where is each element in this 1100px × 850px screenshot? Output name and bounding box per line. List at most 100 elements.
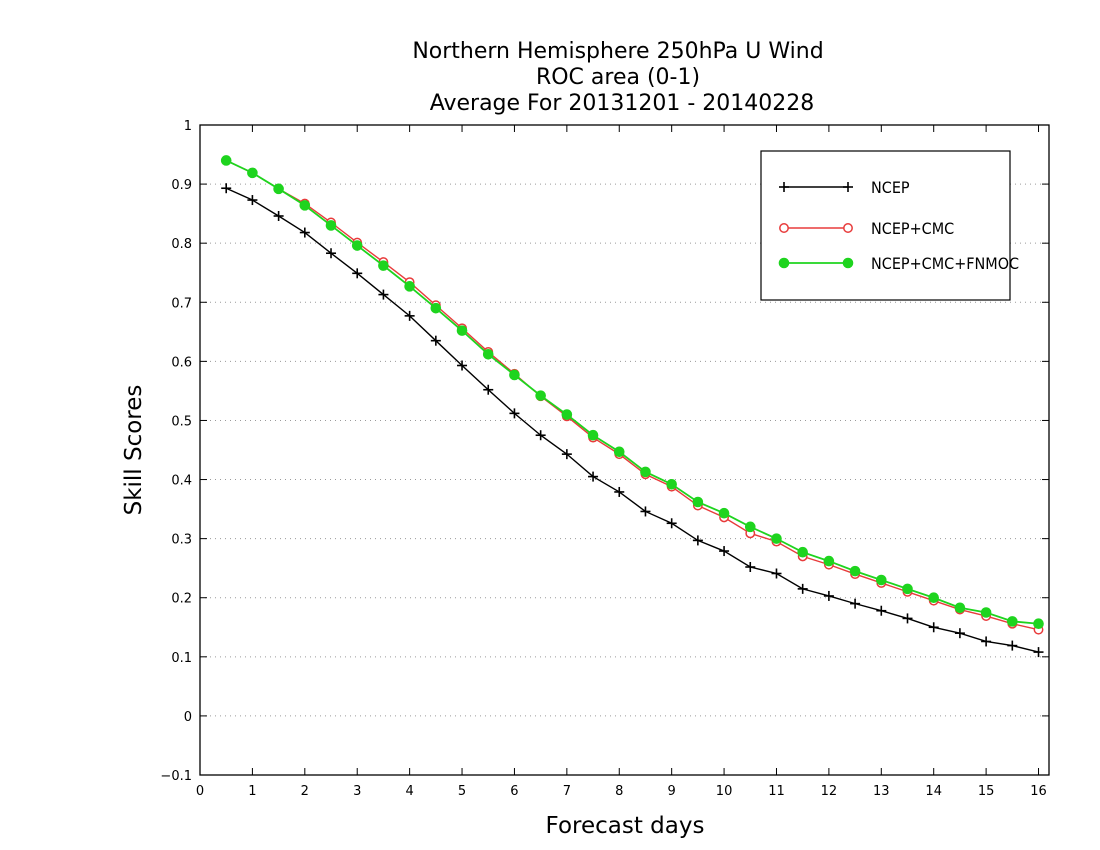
data-point xyxy=(640,466,651,478)
legend-marker xyxy=(843,182,853,192)
legend-marker xyxy=(778,257,790,269)
y-axis-label: Skill Scores xyxy=(121,385,147,516)
data-point xyxy=(509,408,520,419)
data-point xyxy=(482,348,494,360)
legend: NCEP NCEP+CMC NCEP+CMC+FNMOC xyxy=(760,150,1019,301)
data-point xyxy=(719,546,730,557)
data-point xyxy=(247,195,258,206)
y-tick-label: 0.3 xyxy=(171,533,192,548)
y-tick-label: 0.5 xyxy=(171,414,192,429)
data-point xyxy=(221,183,232,194)
series-line xyxy=(225,187,1039,653)
x-tick-label: 4 xyxy=(405,784,413,799)
data-point xyxy=(902,583,913,595)
plot-area-frame xyxy=(199,124,1050,776)
data-point xyxy=(273,211,284,221)
chart-title: Northern Hemisphere 250hPa U Wind ROC ar… xyxy=(412,39,823,116)
data-point xyxy=(1033,647,1044,658)
title-line-3: Average For 20131201 - 20140228 xyxy=(430,91,815,116)
data-point xyxy=(666,518,677,529)
data-point xyxy=(823,590,834,601)
series-1 xyxy=(221,183,1044,658)
data-point xyxy=(850,598,861,609)
data-point xyxy=(875,574,887,586)
data-point xyxy=(457,360,468,371)
data-point xyxy=(692,496,704,508)
data-point xyxy=(771,568,782,579)
x-tick-label: 11 xyxy=(768,784,785,799)
x-tick-label: 3 xyxy=(353,784,361,799)
legend-label: NCEP xyxy=(871,178,910,197)
data-point xyxy=(351,240,363,251)
x-tick-label: 12 xyxy=(821,784,838,799)
x-tick-label: 13 xyxy=(873,784,890,799)
y-tick-label: 0.7 xyxy=(171,296,192,311)
data-point xyxy=(299,200,311,211)
x-tick-label: 14 xyxy=(925,784,942,799)
x-tick-label: 8 xyxy=(615,784,623,799)
x-tick-label: 1 xyxy=(248,784,256,799)
y-tick-label: 0 xyxy=(184,710,192,725)
data-point xyxy=(378,260,389,271)
data-point xyxy=(954,602,966,614)
x-axis: 0 1 2 3 4 5 6 7 8 9 10 11 12 13 14 15 16 xyxy=(196,125,1047,799)
title-line-2: ROC area (0-1) xyxy=(536,65,700,90)
data-point xyxy=(509,369,520,381)
data-point xyxy=(247,167,258,179)
data-point xyxy=(849,565,861,577)
y-tick-label: 0.8 xyxy=(171,237,192,252)
x-tick-label: 10 xyxy=(716,784,733,799)
legend-marker xyxy=(843,223,853,233)
data-point xyxy=(771,533,782,544)
data-point xyxy=(430,335,441,346)
legend-marker xyxy=(779,182,789,192)
data-point xyxy=(535,430,546,441)
legend-marker xyxy=(842,257,854,269)
data-point xyxy=(666,478,677,490)
x-tick-label: 16 xyxy=(1030,784,1047,799)
data-point xyxy=(981,636,992,647)
legend-label: NCEP+CMC xyxy=(871,219,954,238)
data-point xyxy=(797,546,808,558)
data-point xyxy=(1007,616,1018,627)
y-axis: −0.1 0 0.1 0.2 0.3 0.4 0.5 0.6 0.7 0.8 0.9 1 xyxy=(160,119,1049,784)
data-point xyxy=(220,155,232,166)
y-tick-label: 0.9 xyxy=(171,178,192,193)
data-point xyxy=(430,302,442,314)
data-point xyxy=(299,227,310,238)
data-point xyxy=(797,583,808,594)
title-line-1: Northern Hemisphere 250hPa U Wind xyxy=(412,39,823,64)
data-point xyxy=(456,325,468,336)
data-point xyxy=(614,486,625,497)
legend-box xyxy=(760,150,1011,301)
x-axis-label: Forecast days xyxy=(546,813,705,839)
series-3 xyxy=(220,155,1044,630)
y-tick-label: −0.1 xyxy=(160,769,192,784)
data-point xyxy=(404,281,415,292)
x-tick-label: 15 xyxy=(978,784,995,799)
legend-item-2: NCEP+CMC xyxy=(779,219,954,238)
data-point xyxy=(561,409,573,420)
data-point xyxy=(1033,618,1044,630)
legend-item-3: NCEP+CMC+FNMOC xyxy=(778,254,1019,273)
data-point xyxy=(588,471,599,482)
legend-item-1: NCEP xyxy=(779,178,910,197)
data-point xyxy=(718,507,730,519)
data-point xyxy=(744,521,756,533)
data-point xyxy=(404,310,415,321)
series-layer xyxy=(220,155,1044,658)
x-tick-label: 7 xyxy=(563,784,571,799)
data-point xyxy=(876,605,887,616)
data-point xyxy=(613,446,625,458)
data-point xyxy=(980,607,992,618)
data-point xyxy=(352,268,363,279)
data-point xyxy=(954,628,965,639)
data-point xyxy=(928,592,940,604)
y-tick-label: 0.2 xyxy=(171,592,192,607)
data-point xyxy=(483,384,494,395)
x-tick-label: 5 xyxy=(458,784,466,799)
x-tick-label: 0 xyxy=(196,784,204,799)
data-point xyxy=(326,248,337,259)
data-point xyxy=(640,506,651,517)
